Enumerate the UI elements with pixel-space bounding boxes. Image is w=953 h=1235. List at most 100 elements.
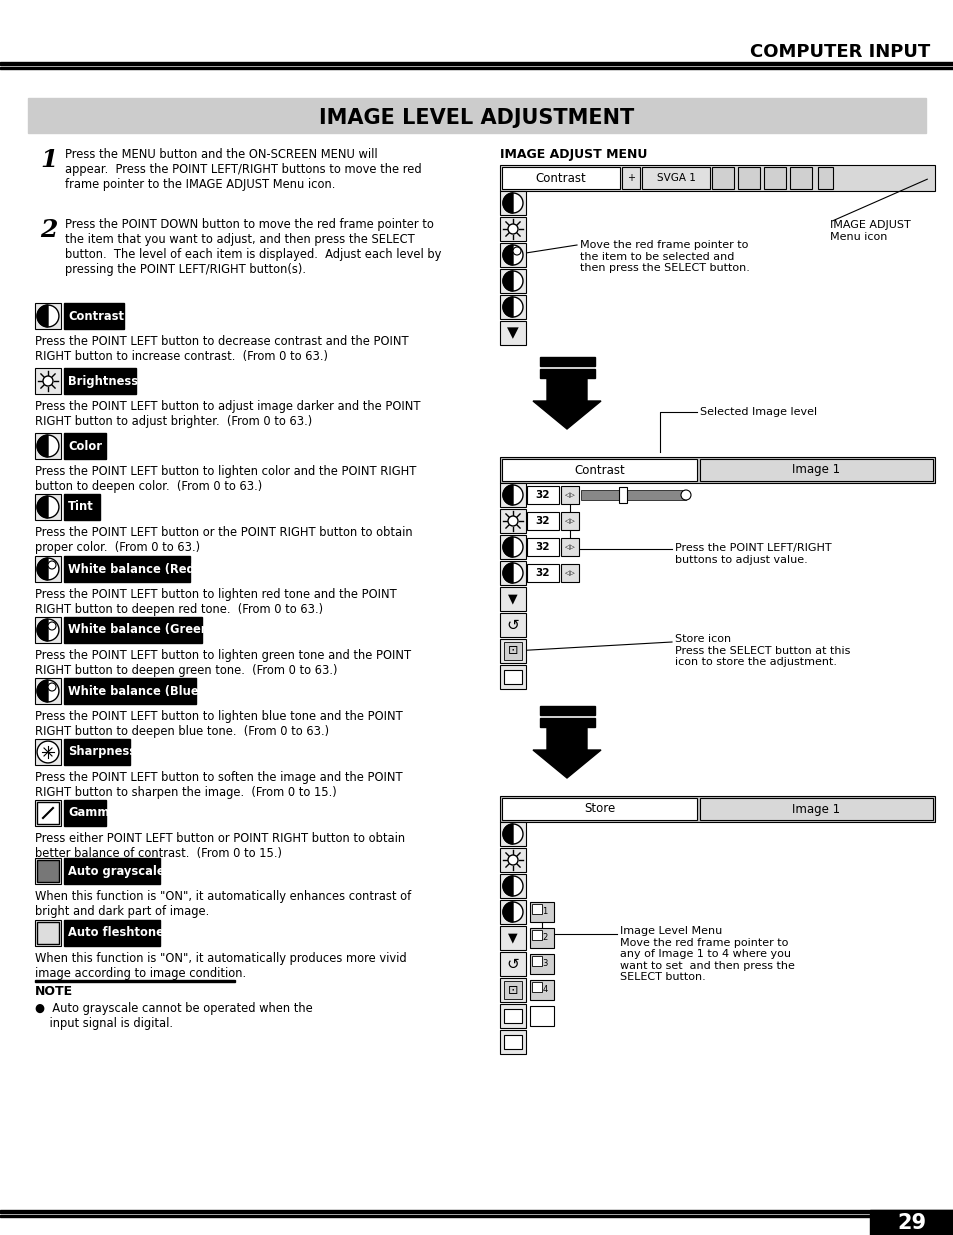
Text: Sharpness: Sharpness: [68, 746, 136, 758]
Bar: [64, 800, 106, 826]
Bar: [532, 982, 541, 992]
Bar: [35, 920, 61, 946]
Bar: [503, 981, 521, 999]
Wedge shape: [37, 496, 48, 517]
Bar: [501, 459, 697, 480]
Bar: [35, 800, 61, 826]
Text: Contrast: Contrast: [68, 310, 124, 322]
Bar: [64, 739, 130, 764]
Bar: [711, 167, 733, 189]
Bar: [499, 165, 934, 191]
Text: SVGA 1: SVGA 1: [656, 173, 695, 183]
Bar: [499, 457, 934, 483]
Bar: [0, 1215, 953, 1216]
Bar: [539, 369, 595, 378]
Bar: [35, 433, 61, 459]
Text: 1: 1: [40, 148, 57, 172]
Bar: [499, 900, 525, 924]
Circle shape: [502, 296, 522, 317]
Circle shape: [37, 558, 59, 580]
Bar: [530, 1007, 554, 1026]
Circle shape: [48, 561, 56, 569]
Text: ▼: ▼: [508, 931, 517, 945]
Bar: [0, 1210, 953, 1213]
Bar: [539, 706, 595, 715]
Bar: [530, 953, 554, 974]
Wedge shape: [502, 270, 513, 291]
Bar: [35, 739, 61, 764]
Wedge shape: [37, 435, 48, 457]
Text: Press the POINT LEFT button to adjust image darker and the POINT
RIGHT button to: Press the POINT LEFT button to adjust im…: [35, 400, 420, 429]
Text: ▼: ▼: [507, 326, 518, 341]
Bar: [64, 920, 160, 946]
Wedge shape: [37, 305, 48, 327]
Text: ⊡: ⊡: [507, 983, 517, 997]
Bar: [499, 535, 525, 559]
Bar: [64, 556, 190, 582]
Text: 2: 2: [40, 219, 57, 242]
Bar: [700, 459, 932, 480]
Bar: [539, 718, 595, 727]
Bar: [530, 927, 554, 948]
Circle shape: [502, 485, 522, 505]
Text: ◁▷: ◁▷: [564, 492, 575, 498]
Bar: [503, 642, 521, 659]
Bar: [35, 556, 61, 582]
Circle shape: [507, 516, 517, 526]
Text: +: +: [626, 173, 635, 183]
Bar: [869, 1210, 953, 1235]
Bar: [28, 98, 925, 133]
Text: ◁▷: ◁▷: [564, 571, 575, 576]
Bar: [64, 303, 124, 329]
Circle shape: [37, 435, 59, 457]
Bar: [618, 487, 626, 503]
Circle shape: [513, 247, 520, 254]
Bar: [37, 923, 59, 944]
Bar: [499, 295, 525, 319]
Bar: [64, 494, 100, 520]
Text: 2: 2: [542, 934, 547, 942]
Circle shape: [502, 193, 522, 212]
Text: 32: 32: [536, 542, 550, 552]
Bar: [501, 167, 619, 189]
Circle shape: [37, 619, 59, 641]
Text: White balance (Green): White balance (Green): [68, 624, 214, 636]
Bar: [499, 978, 525, 1002]
Circle shape: [37, 496, 59, 517]
Wedge shape: [37, 680, 48, 701]
Bar: [499, 269, 525, 293]
Text: Press the POINT LEFT button to lighten red tone and the POINT
RIGHT button to de: Press the POINT LEFT button to lighten r…: [35, 588, 396, 616]
Bar: [526, 513, 558, 530]
Bar: [532, 930, 541, 940]
Bar: [526, 564, 558, 582]
Wedge shape: [502, 296, 513, 317]
Bar: [64, 858, 160, 884]
Bar: [499, 217, 525, 241]
Bar: [35, 678, 61, 704]
Text: Press the POINT DOWN button to move the red frame pointer to
the item that you w: Press the POINT DOWN button to move the …: [65, 219, 441, 275]
Text: ⊡: ⊡: [507, 645, 517, 657]
Text: White balance (Blue): White balance (Blue): [68, 684, 204, 698]
Text: NOTE: NOTE: [35, 986, 73, 998]
Bar: [499, 483, 525, 508]
Bar: [532, 904, 541, 914]
Bar: [499, 243, 525, 267]
Text: 29: 29: [897, 1213, 925, 1233]
Text: 32: 32: [536, 516, 550, 526]
Bar: [700, 798, 932, 820]
Wedge shape: [37, 558, 48, 580]
Circle shape: [37, 741, 59, 763]
Text: Press the POINT LEFT button or the POINT RIGHT button to obtain
proper color.  (: Press the POINT LEFT button or the POINT…: [35, 526, 413, 555]
Text: Brightness: Brightness: [68, 374, 138, 388]
Bar: [0, 62, 953, 65]
Circle shape: [502, 537, 522, 557]
Text: Auto grayscale: Auto grayscale: [68, 864, 165, 878]
Bar: [499, 561, 525, 585]
Bar: [499, 191, 525, 215]
Bar: [499, 587, 525, 611]
Text: 4: 4: [542, 986, 547, 994]
Bar: [526, 538, 558, 556]
Wedge shape: [502, 902, 513, 923]
Text: Press the MENU button and the ON-SCREEN MENU will
appear.  Press the POINT LEFT/: Press the MENU button and the ON-SCREEN …: [65, 148, 421, 191]
Bar: [503, 1009, 521, 1023]
